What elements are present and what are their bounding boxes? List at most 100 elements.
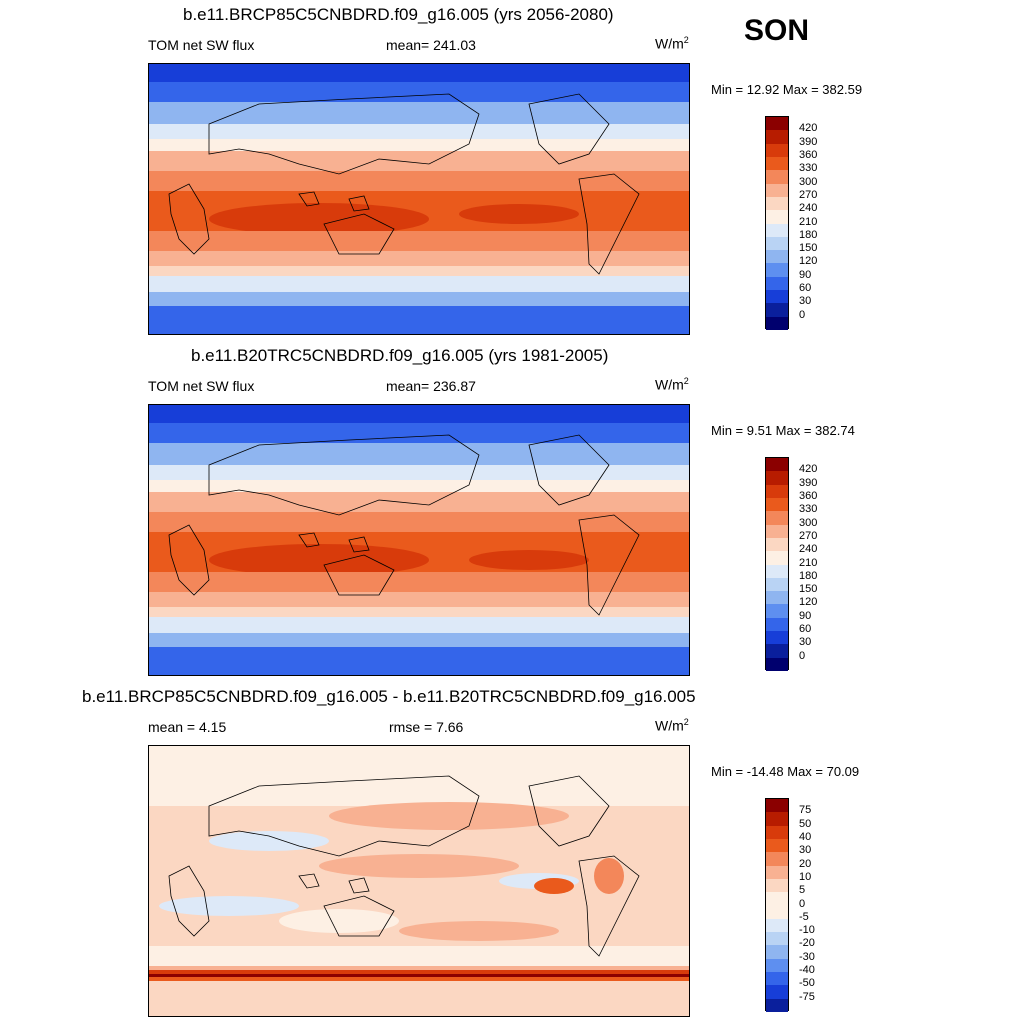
panel-3-rmse-label: rmse = 7.66 <box>389 719 464 735</box>
colorbar-swatch <box>766 551 788 565</box>
colorbar-swatch <box>766 117 788 131</box>
colorbar-swatch <box>766 878 788 893</box>
colorbar-swatch <box>766 537 788 552</box>
colorbar-swatch <box>766 644 788 658</box>
panel-3-mean-label: mean = 4.15 <box>148 719 227 735</box>
colorbar-swatch <box>766 958 788 973</box>
colorbar-tick-label: 420 <box>799 122 818 135</box>
colorbar-tick-label: 390 <box>799 135 818 148</box>
panel-3-map <box>148 745 690 1017</box>
colorbar-swatch <box>766 892 788 906</box>
colorbar-tick-label: 10 <box>799 870 812 883</box>
panel-1-variable-label: TOM net SW flux <box>148 37 255 53</box>
panel-1-map <box>148 63 690 335</box>
panel-1-colorbar <box>765 116 789 330</box>
panel-1-title: b.e11.BRCP85C5CNBDRD.f09_g16.005 (yrs 20… <box>183 5 614 24</box>
colorbar-swatch <box>766 799 788 813</box>
colorbar-tick-label: 120 <box>799 255 818 268</box>
colorbar-swatch <box>766 918 788 933</box>
colorbar-tick-label: 420 <box>799 463 818 476</box>
colorbar-tick-label: 390 <box>799 476 818 489</box>
panel-3-minmax: Min = -14.48 Max = 70.09 <box>711 764 860 779</box>
colorbar-tick-label: 90 <box>799 268 812 281</box>
colorbar-swatch <box>766 250 788 264</box>
colorbar-tick-label: 360 <box>799 148 818 161</box>
colorbar-swatch <box>766 998 788 1012</box>
colorbar-tick-label: 180 <box>799 228 818 241</box>
colorbar-tick-label: 60 <box>799 623 812 636</box>
colorbar-swatch <box>766 156 788 171</box>
season-label: SON <box>744 14 810 47</box>
colorbar-tick-label: 240 <box>799 202 818 215</box>
colorbar-swatch <box>766 223 788 237</box>
colorbar-swatch <box>766 825 788 839</box>
colorbar-tick-label: 270 <box>799 529 818 542</box>
colorbar-swatch <box>766 316 788 330</box>
colorbar-swatch <box>766 511 788 525</box>
colorbar-tick-label: -75 <box>799 990 815 1003</box>
colorbar-tick-label: 30 <box>799 295 812 308</box>
colorbar-tick-label: -5 <box>799 910 809 923</box>
colorbar-tick-label: 150 <box>799 583 818 596</box>
colorbar-tick-label: 240 <box>799 543 818 556</box>
colorbar-swatch <box>766 932 788 946</box>
colorbar-swatch <box>766 276 788 291</box>
colorbar-swatch <box>766 972 788 986</box>
colorbar-swatch <box>766 236 788 251</box>
colorbar-swatch <box>766 838 788 853</box>
colorbar-tick-label: 0 <box>799 308 806 321</box>
colorbar-tick-label: 210 <box>799 556 818 569</box>
colorbar-tick-label: -50 <box>799 977 815 990</box>
colorbar-swatch <box>766 852 788 866</box>
colorbar-tick-label: 0 <box>799 897 806 910</box>
panel-2-map <box>148 404 690 676</box>
colorbar-swatch <box>766 183 788 197</box>
colorbar-tick-label: 270 <box>799 188 818 201</box>
colorbar-swatch <box>766 564 788 578</box>
colorbar-swatch <box>766 591 788 605</box>
colorbar-swatch <box>766 604 788 618</box>
panel-2-title: b.e11.B20TRC5CNBDRD.f09_g16.005 (yrs 198… <box>191 346 609 365</box>
colorbar-tick-label: -40 <box>799 964 815 977</box>
colorbar-tick-label: 75 <box>799 804 812 817</box>
panel-3-units: W/m2 <box>655 717 689 734</box>
panel-2-variable-label: TOM net SW flux <box>148 378 255 394</box>
colorbar-swatch <box>766 143 788 157</box>
colorbar-tick-label: 90 <box>799 609 812 622</box>
colorbar-tick-label: -20 <box>799 937 815 950</box>
colorbar-tick-label: 330 <box>799 503 818 516</box>
colorbar-tick-label: 50 <box>799 817 812 830</box>
panel-3-title: b.e11.BRCP85C5CNBDRD.f09_g16.005 - b.e11… <box>82 687 696 706</box>
colorbar-swatch <box>766 657 788 671</box>
colorbar-swatch <box>766 945 788 959</box>
colorbar-tick-label: 120 <box>799 596 818 609</box>
colorbar-swatch <box>766 812 788 826</box>
colorbar-swatch <box>766 458 788 472</box>
colorbar-swatch <box>766 524 788 538</box>
colorbar-swatch <box>766 985 788 999</box>
colorbar-tick-label: -30 <box>799 950 815 963</box>
colorbar-swatch <box>766 577 788 592</box>
colorbar-swatch <box>766 497 788 512</box>
colorbar-swatch <box>766 617 788 632</box>
panel-3-colorbar <box>765 798 789 1012</box>
colorbar-tick-label: 30 <box>799 636 812 649</box>
panel-1-mean-label: mean= 241.03 <box>386 37 476 53</box>
colorbar-tick-label: 5 <box>799 884 806 897</box>
panel-2-colorbar <box>765 457 789 671</box>
colorbar-swatch <box>766 210 788 224</box>
colorbar-tick-label: 360 <box>799 489 818 502</box>
colorbar-tick-label: 20 <box>799 857 812 870</box>
colorbar-tick-label: 210 <box>799 215 818 228</box>
colorbar-tick-label: 330 <box>799 162 818 175</box>
colorbar-tick-label: 30 <box>799 844 812 857</box>
colorbar-tick-label: 40 <box>799 830 812 843</box>
colorbar-tick-label: 180 <box>799 569 818 582</box>
colorbar-tick-label: 0 <box>799 649 806 662</box>
colorbar-swatch <box>766 170 788 184</box>
panel-2-mean-label: mean= 236.87 <box>386 378 476 394</box>
colorbar-swatch <box>766 303 788 317</box>
colorbar-swatch <box>766 196 788 211</box>
colorbar-swatch <box>766 130 788 144</box>
colorbar-swatch <box>766 865 788 879</box>
